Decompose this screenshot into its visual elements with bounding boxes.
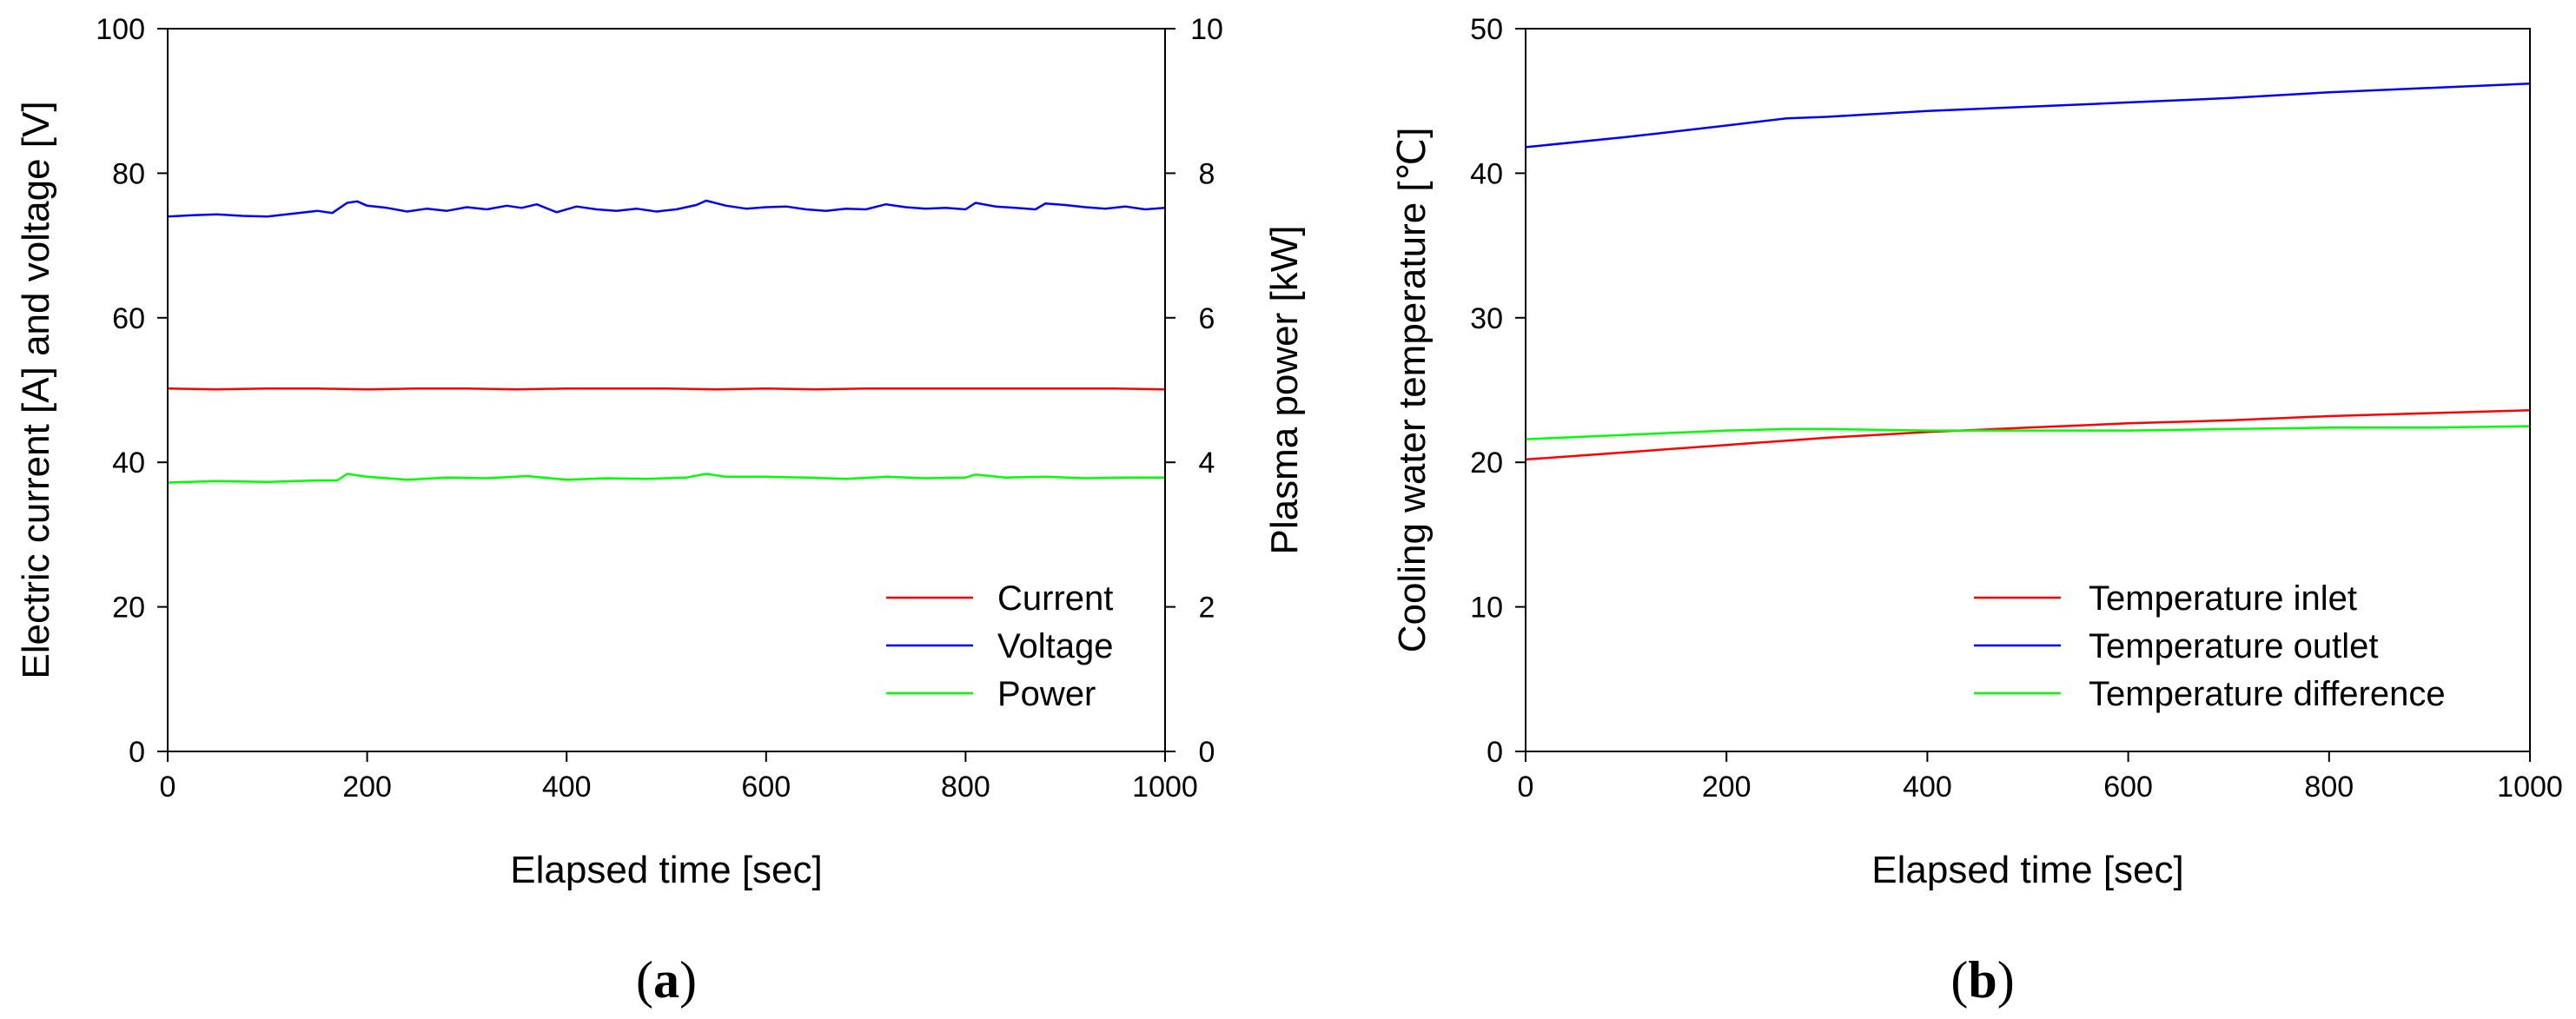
series-line-temperature-outlet <box>1525 82 2531 149</box>
y-axis-title-a: Electric current [A] and voltage [V] <box>15 101 57 678</box>
x-tick-label: 400 <box>542 771 592 804</box>
legend-label: Power <box>997 675 1096 713</box>
series-line-temperature-inlet <box>1525 409 2531 461</box>
series-layer-a <box>167 199 1166 484</box>
y2-tick-label: 10 <box>1190 13 1223 46</box>
y-tick-label: 0 <box>129 736 145 769</box>
y-tick-label: 20 <box>1470 447 1503 480</box>
panel-label-letter-a: a <box>653 951 679 1009</box>
x-tick-label: 200 <box>342 771 392 804</box>
x-tick-label: 1000 <box>1132 771 1198 804</box>
x-axis-title-a: Elapsed time [sec] <box>510 849 823 891</box>
x-tick-label: 0 <box>160 771 176 804</box>
x-tick-label: 800 <box>941 771 990 804</box>
x-tick-label: 600 <box>741 771 791 804</box>
y-tick-label: 100 <box>96 13 145 46</box>
panel-label-a: (a) <box>636 951 697 1009</box>
y-tick-label: 80 <box>112 157 145 190</box>
x-tick-label: 1000 <box>2497 771 2563 804</box>
series-line-current <box>167 387 1166 391</box>
x-tick-label: 200 <box>1702 771 1752 804</box>
series-line-power <box>167 473 1165 484</box>
y2-tick-label: 0 <box>1199 736 1215 769</box>
x-tick-label: 400 <box>1903 771 1952 804</box>
y-tick-label: 50 <box>1470 13 1503 46</box>
series-layer-b <box>1525 82 2531 461</box>
y2-tick-label: 6 <box>1199 302 1215 335</box>
y-tick-label: 60 <box>112 302 145 335</box>
series-line-temperature-difference <box>1525 425 2531 440</box>
y2-axis-title-a: Plasma power [kW] <box>1263 226 1306 555</box>
plot-frame-a <box>167 28 1166 752</box>
y-tick-label: 20 <box>112 592 145 625</box>
series-line-voltage <box>167 199 1166 218</box>
legend-a: Current Voltage Power <box>886 579 1113 713</box>
x-tick-label: 0 <box>1518 771 1534 804</box>
y2-tick-label: 8 <box>1199 157 1215 190</box>
panel-label-letter-b: b <box>1968 951 1997 1009</box>
y-axis-title-b: Cooling water temperature [℃] <box>1391 128 1434 653</box>
ticks-b: 0 200 400 600 800 1000 0 10 20 30 40 50 <box>1470 13 2563 804</box>
legend-b: Temperature inlet Temperature outlet Tempe… <box>1974 579 2446 713</box>
legend-label: Temperature outlet <box>2089 627 2379 665</box>
x-tick-label: 800 <box>2304 771 2354 804</box>
y2-tick-label: 2 <box>1199 592 1215 625</box>
y2-tick-label: 4 <box>1199 447 1215 480</box>
plot-frame-b <box>1525 28 2531 752</box>
legend-label: Temperature inlet <box>2089 579 2357 618</box>
x-tick-label: 600 <box>2103 771 2153 804</box>
panel-label-b: (b) <box>1950 951 2014 1009</box>
y-tick-label: 40 <box>1470 157 1503 190</box>
y-tick-label: 30 <box>1470 302 1503 335</box>
x-axis-title-b: Elapsed time [sec] <box>1871 849 2184 891</box>
legend-label: Temperature difference <box>2089 675 2446 713</box>
y-tick-label: 40 <box>112 447 145 480</box>
legend-label: Current <box>997 579 1113 618</box>
legend-label: Voltage <box>997 627 1113 665</box>
panel-b: 0 200 400 600 800 1000 0 10 20 30 40 50 Elapsed tim… <box>1391 13 2563 1009</box>
y-tick-label: 10 <box>1470 592 1503 625</box>
y-tick-label: 0 <box>1487 736 1503 769</box>
